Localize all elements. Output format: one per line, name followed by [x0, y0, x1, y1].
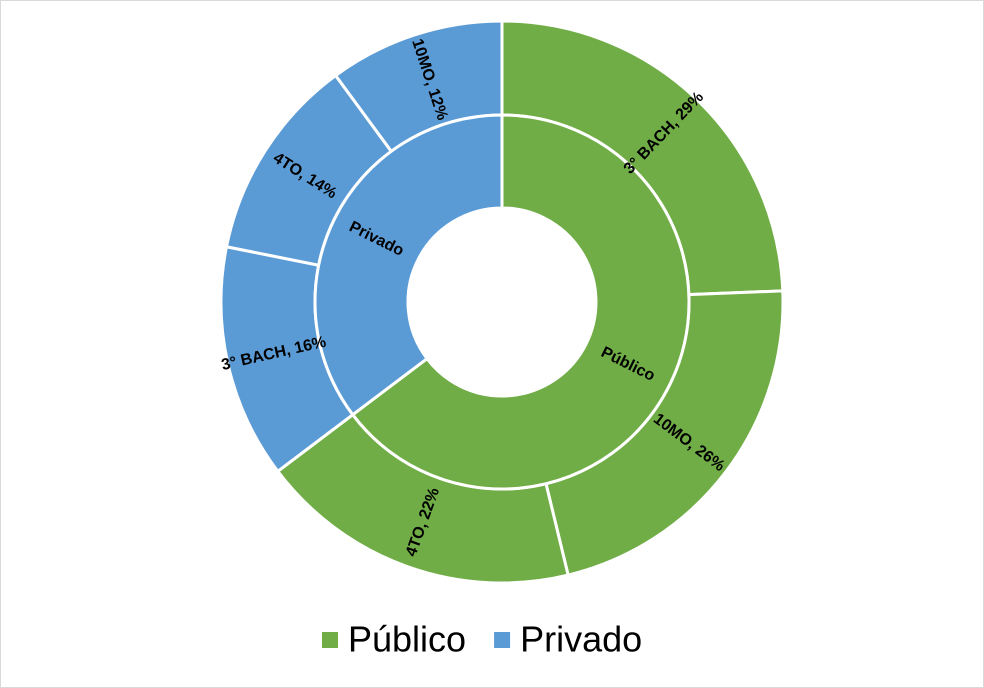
- legend-label: Público: [348, 619, 466, 660]
- inner-segment: [350, 113, 691, 491]
- legend-swatch: [322, 632, 338, 648]
- legend-swatch: [494, 632, 511, 648]
- inner-segment: [313, 113, 504, 417]
- legend-label: Privado: [520, 619, 642, 660]
